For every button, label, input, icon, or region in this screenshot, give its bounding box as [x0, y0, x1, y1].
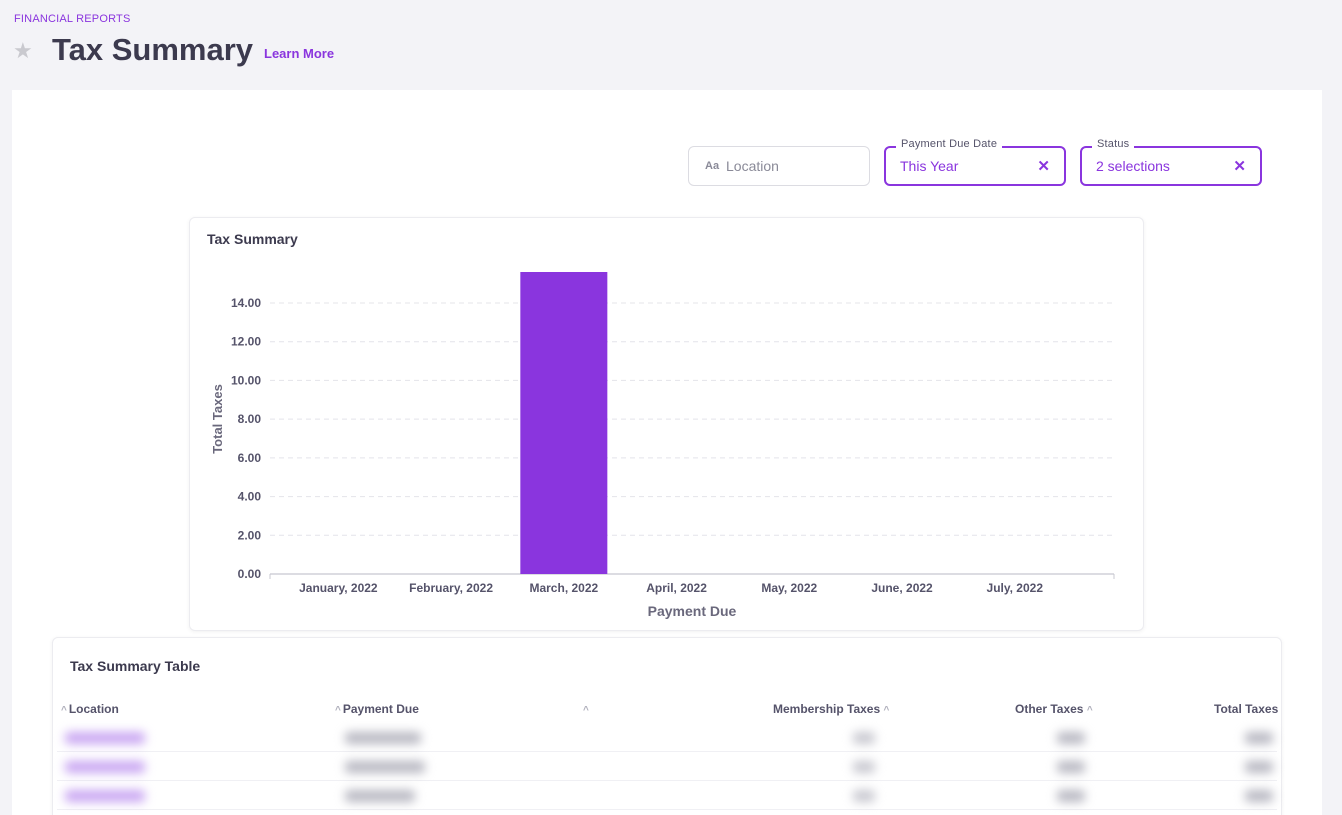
column-header-total-taxes[interactable]: Total Taxes [1214, 702, 1279, 716]
table-title: Tax Summary Table [70, 658, 201, 674]
y-tick-label: 2.00 [238, 528, 262, 542]
status-filter[interactable]: Status 2 selections ✕ [1080, 138, 1262, 186]
favorite-star-icon[interactable]: ★ [13, 38, 33, 63]
redacted-cell [1245, 732, 1273, 744]
x-tick-label: February, 2022 [409, 581, 493, 595]
y-tick-label: 0.00 [238, 567, 262, 581]
learn-more-link[interactable]: Learn More [264, 46, 335, 61]
y-tick-label: 14.00 [231, 296, 261, 310]
column-header-membership-taxes[interactable]: Membership Taxes ^ [773, 702, 890, 716]
status-label: Status [1092, 138, 1135, 150]
redacted-cell [345, 732, 421, 744]
table-card: Tax Summary Table ^ Location ^ Payment Due… [52, 637, 1282, 815]
x-tick-label: June, 2022 [871, 581, 933, 595]
page-title: Tax Summary [52, 32, 254, 67]
redacted-cell [1057, 732, 1085, 744]
location-placeholder: Location [726, 158, 779, 174]
x-tick-label: April, 2022 [646, 581, 707, 595]
payment-due-date-filter[interactable]: Payment Due Date This Year ✕ [884, 138, 1066, 186]
sort-icon: ^ [583, 705, 589, 716]
y-tick-label: 6.00 [238, 451, 262, 465]
redacted-cell [345, 790, 415, 802]
redacted-cell [1245, 790, 1273, 802]
x-tick-label: May, 2022 [761, 581, 817, 595]
sort-icon: ^ [1086, 705, 1093, 716]
location-filter[interactable]: Aa Location [688, 146, 870, 186]
x-axis-label: Payment Due [648, 603, 737, 619]
column-header-other-taxes[interactable]: Other Taxes ^ [1015, 702, 1093, 716]
sort-icon: ^ [61, 705, 67, 716]
table-row[interactable] [57, 753, 1277, 781]
y-axis-label: Total Taxes [210, 384, 225, 454]
report-card: Aa Location Payment Due Date This Year ✕… [12, 90, 1322, 815]
redacted-cell [1057, 761, 1085, 773]
breadcrumb[interactable]: FINANCIAL REPORTS [14, 13, 131, 25]
text-input-icon: Aa [705, 160, 720, 172]
redacted-cell [65, 761, 145, 773]
sort-icon: ^ [883, 705, 890, 716]
redacted-cell [345, 761, 425, 773]
column-header-payment-due[interactable]: ^ Payment Due [335, 702, 419, 716]
payment-due-date-label: Payment Due Date [896, 138, 1003, 150]
clear-status-icon[interactable]: ✕ [1233, 158, 1246, 175]
x-tick-label: January, 2022 [299, 581, 378, 595]
chart-card: Tax Summary 0.00 2.00 4.00 6.00 8.00 10.00 12.… [189, 217, 1144, 631]
table-row[interactable] [57, 782, 1277, 810]
clear-date-icon[interactable]: ✕ [1037, 158, 1050, 175]
sort-icon: ^ [335, 705, 341, 716]
y-tick-label: 8.00 [238, 412, 262, 426]
redacted-cell [853, 790, 875, 802]
redacted-cell [853, 732, 875, 744]
x-tick-label: July, 2022 [987, 581, 1044, 595]
redacted-cell [65, 732, 145, 744]
column-header-unnamed[interactable]: ^ [583, 702, 591, 716]
payment-due-date-value: This Year [900, 158, 959, 174]
y-tick-label: 4.00 [238, 490, 262, 504]
redacted-cell [1057, 790, 1085, 802]
y-tick-label: 12.00 [231, 335, 261, 349]
redacted-cell [1245, 761, 1273, 773]
redacted-cell [853, 761, 875, 773]
table-row[interactable] [57, 724, 1277, 752]
status-value: 2 selections [1096, 158, 1170, 174]
x-tick-label: March, 2022 [529, 581, 598, 595]
tax-summary-chart: 0.00 2.00 4.00 6.00 8.00 10.00 12.00 14.00 Janua… [210, 272, 1115, 619]
bar-2 [520, 272, 608, 574]
column-header-location[interactable]: ^ Location [61, 702, 119, 716]
y-tick-label: 10.00 [231, 373, 261, 387]
chart-title: Tax Summary [207, 231, 298, 247]
redacted-cell [65, 790, 145, 802]
